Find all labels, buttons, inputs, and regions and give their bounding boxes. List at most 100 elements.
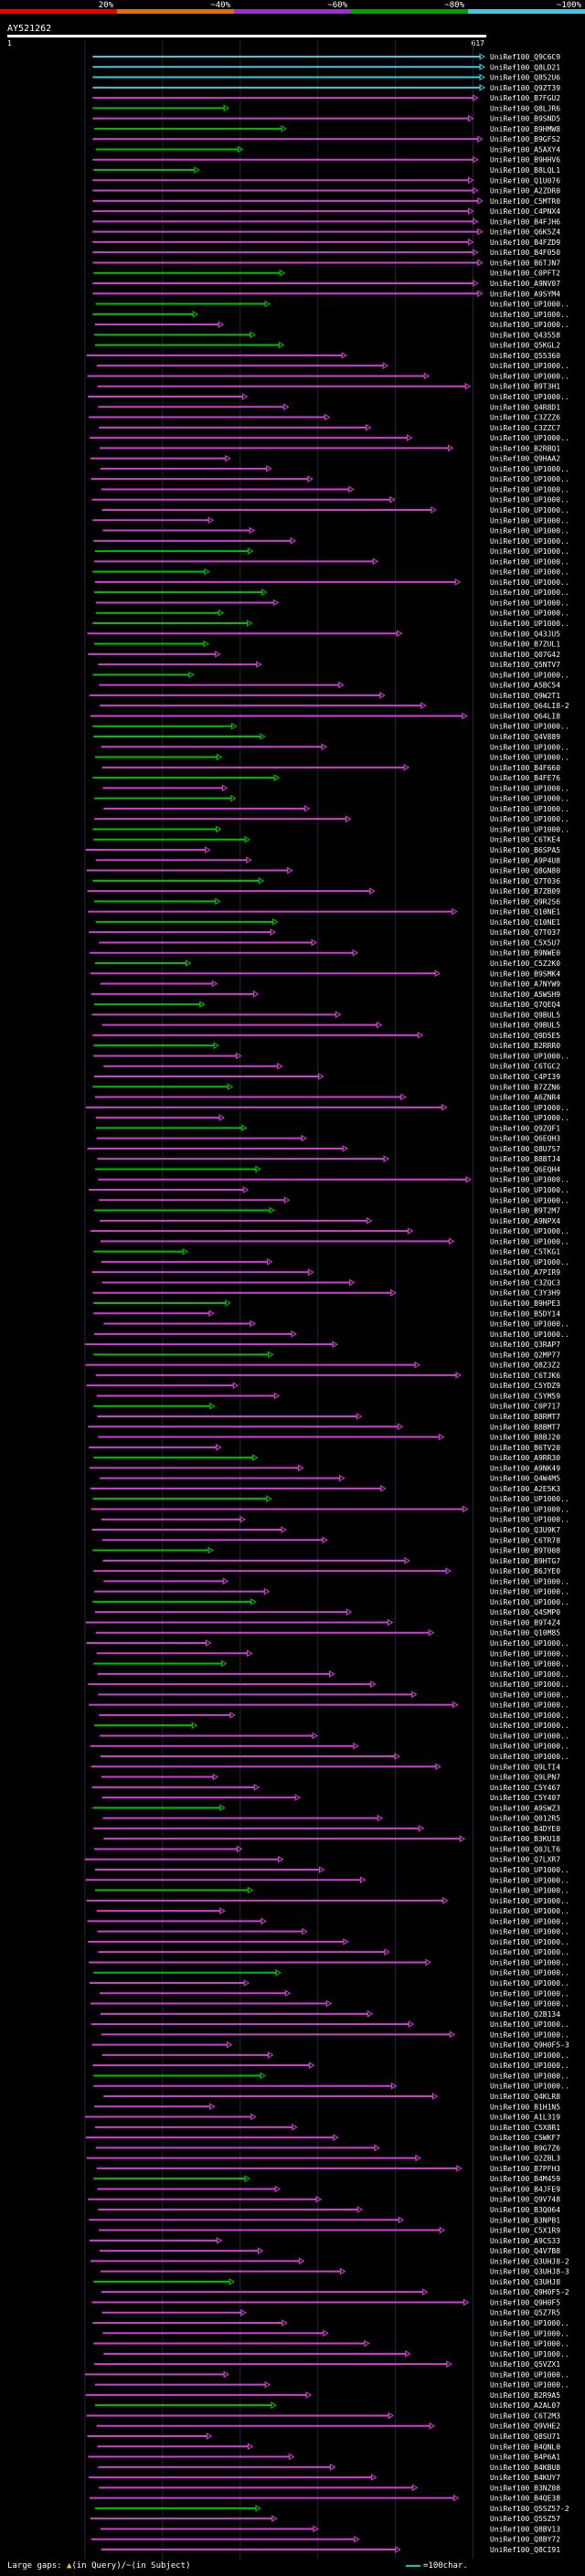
hit-label[interactable]: UniRef100_Q9R2S6	[490, 897, 560, 906]
hit-label[interactable]: UniRef100_A5WSH9	[490, 991, 560, 999]
hit-label[interactable]: UniRef100_B9T008	[490, 1547, 560, 1555]
hit-label[interactable]: UniRef100_C3Y3H9	[490, 1289, 560, 1298]
hit-label[interactable]: UniRef100_UP1000..	[490, 1649, 569, 1658]
hit-label[interactable]: UniRef100_B6TJN7	[490, 259, 560, 267]
hit-label[interactable]: UniRef100_UP1000..	[490, 2340, 569, 2348]
hit-label[interactable]: UniRef100_Q5SZ57	[490, 2515, 560, 2523]
hit-label[interactable]: UniRef100_B6TV20	[490, 1444, 560, 1452]
hit-label[interactable]: UniRef100_A9NV07	[490, 280, 560, 288]
hit-label[interactable]: UniRef100_UP1000..	[490, 1958, 569, 1966]
hit-label[interactable]: UniRef100_A7PIR9	[490, 1268, 560, 1277]
hit-label[interactable]: UniRef100_B3KU18	[490, 1835, 560, 1843]
hit-label[interactable]: UniRef100_UP1000..	[490, 2381, 569, 2390]
hit-label[interactable]: UniRef100_A2ZDR0	[490, 187, 560, 196]
hit-label[interactable]: UniRef100_UP1000..	[490, 1887, 569, 1895]
hit-label[interactable]: UniRef100_A9NK49	[490, 1464, 560, 1472]
hit-label[interactable]: UniRef100_B4P6A1	[490, 2454, 560, 2462]
hit-label[interactable]: UniRef100_B7FGU2	[490, 94, 560, 102]
hit-label[interactable]: UniRef100_Q07G42	[490, 651, 560, 659]
hit-label[interactable]: UniRef100_Q9LTI4	[490, 1763, 560, 1771]
hit-label[interactable]: UniRef100_C5Z2K0	[490, 959, 560, 968]
hit-label[interactable]: UniRef100_A5AXY4	[490, 145, 560, 154]
hit-label[interactable]: UniRef100_B4M459	[490, 2175, 560, 2183]
hit-label[interactable]: UniRef100_UP1000..	[490, 557, 569, 566]
hit-label[interactable]: UniRef100_Q2B134	[490, 2010, 560, 2019]
hit-label[interactable]: UniRef100_UP1000..	[490, 1330, 569, 1339]
hit-label[interactable]: UniRef100_UP1000..	[490, 1639, 569, 1648]
hit-label[interactable]: UniRef100_Q8BY72	[490, 2536, 560, 2544]
hit-label[interactable]: UniRef100_B9HMW8	[490, 125, 560, 133]
hit-label[interactable]: UniRef100_UP1000..	[490, 1176, 569, 1184]
hit-label[interactable]: UniRef100_C0PFT2	[490, 270, 560, 278]
hit-label[interactable]: UniRef100_A6ZNR4	[490, 1094, 560, 1102]
hit-label[interactable]: UniRef100_A2AL07	[490, 2401, 560, 2410]
hit-label[interactable]: UniRef100_B7ZZN6	[490, 1083, 560, 1091]
hit-label[interactable]: UniRef100_UP1000..	[490, 362, 569, 370]
hit-label[interactable]: UniRef100_B4FZD9	[490, 239, 560, 247]
hit-label[interactable]: UniRef100_Q6EQH4	[490, 1165, 560, 1173]
hit-label[interactable]: UniRef100_Q2MP77	[490, 1351, 560, 1359]
hit-label[interactable]: UniRef100_C3ZZC7	[490, 424, 560, 432]
hit-label[interactable]: UniRef100_UP1000..	[490, 516, 569, 525]
hit-label[interactable]: UniRef100_Q8BV13	[490, 2525, 560, 2533]
hit-label[interactable]: UniRef100_Q9BUL5	[490, 1011, 560, 1019]
hit-label[interactable]: UniRef100_C5WKF7	[490, 2134, 560, 2142]
hit-label[interactable]: UniRef100_UP1000..	[490, 1670, 569, 1679]
hit-label[interactable]: UniRef100_UP1000..	[490, 599, 569, 607]
hit-label[interactable]: UniRef100_Q7QEQ4	[490, 1001, 560, 1009]
hit-label[interactable]: UniRef100_C5YM59	[490, 1392, 560, 1400]
hit-label[interactable]: UniRef100_UP1000..	[490, 506, 569, 514]
hit-label[interactable]: UniRef100_C5X8R1	[490, 2124, 560, 2132]
hit-label[interactable]: UniRef100_B2RRR0	[490, 1042, 560, 1050]
hit-label[interactable]: UniRef100_B9GFS2	[490, 135, 560, 143]
hit-label[interactable]: UniRef100_B4F660	[490, 764, 560, 772]
hit-label[interactable]: UniRef100_C5YDZ9	[490, 1382, 560, 1390]
hit-label[interactable]: UniRef100_UP1000..	[490, 1948, 569, 1956]
hit-label[interactable]: UniRef100_UP1000..	[490, 1743, 569, 1751]
hit-label[interactable]: UniRef100_Q9ZT39	[490, 84, 560, 92]
hit-label[interactable]: UniRef100_B4DYE0	[490, 1825, 560, 1833]
hit-label[interactable]: UniRef100_Q9ZQF1	[490, 1124, 560, 1132]
hit-label[interactable]: UniRef100_UP1000..	[490, 1660, 569, 1669]
hit-label[interactable]: UniRef100_Q5VZX1	[490, 2360, 560, 2369]
hit-label[interactable]: UniRef100_C6TKE4	[490, 836, 560, 844]
hit-label[interactable]: UniRef100_B3Q064	[490, 2206, 560, 2214]
hit-label[interactable]: UniRef100_A9CS33	[490, 2237, 560, 2245]
hit-label[interactable]: UniRef100_A9NPX4	[490, 1217, 560, 1225]
hit-label[interactable]: UniRef100_UP1000..	[490, 578, 569, 587]
hit-label[interactable]: UniRef100_UP1000..	[490, 568, 569, 577]
hit-label[interactable]: UniRef100_Q6EQH3	[490, 1135, 560, 1143]
hit-label[interactable]: UniRef100_UP1000..	[490, 1505, 569, 1513]
hit-label[interactable]: UniRef100_C4PI39	[490, 1073, 560, 1081]
hit-label[interactable]: UniRef100_Q4R8D1	[490, 403, 560, 411]
hit-label[interactable]: UniRef100_UP1000..	[490, 743, 569, 751]
hit-label[interactable]: UniRef100_Q5NTV7	[490, 661, 560, 669]
hit-label[interactable]: UniRef100_UP1000..	[490, 1495, 569, 1503]
hit-label[interactable]: UniRef100_B8LQL1	[490, 166, 560, 175]
hit-label[interactable]: UniRef100_Q10M85	[490, 1629, 560, 1638]
hit-label[interactable]: UniRef100_UP1000..	[490, 1258, 569, 1267]
hit-label[interactable]: UniRef100_UP1000..	[490, 1186, 569, 1194]
hit-label[interactable]: UniRef100_Q9HAA2	[490, 455, 560, 463]
hit-label[interactable]: UniRef100_C6T2M3	[490, 2412, 560, 2420]
hit-label[interactable]: UniRef100_UP1000..	[490, 321, 569, 329]
hit-label[interactable]: UniRef100_Q64LI8-2	[490, 702, 569, 710]
hit-label[interactable]: UniRef100_UP1000..	[490, 1722, 569, 1730]
hit-label[interactable]: UniRef100_UP1000..	[490, 496, 569, 504]
hit-label[interactable]: UniRef100_Q5Z7R5	[490, 2309, 560, 2317]
hit-label[interactable]: UniRef100_UP1000..	[490, 393, 569, 401]
hit-label[interactable]: UniRef100_C5X5U7	[490, 938, 560, 947]
hit-label[interactable]: UniRef100_UP1000..	[490, 1979, 569, 1988]
hit-label[interactable]: UniRef100_UP1000..	[490, 1052, 569, 1060]
hit-label[interactable]: UniRef100_A1L319	[490, 2114, 560, 2122]
hit-label[interactable]: UniRef100_Q9VHE2	[490, 2422, 560, 2431]
hit-label[interactable]: UniRef100_UP1000..	[490, 311, 569, 319]
hit-label[interactable]: UniRef100_UP1000..	[490, 1598, 569, 1606]
hit-label[interactable]: UniRef100_Q43558	[490, 331, 560, 339]
hit-label[interactable]: UniRef100_UP1000..	[490, 2083, 569, 2091]
hit-label[interactable]: UniRef100_UP1000..	[490, 1680, 569, 1689]
hit-label[interactable]: UniRef100_Q8LD21	[490, 63, 560, 71]
hit-label[interactable]: UniRef100_B5DY14	[490, 1309, 560, 1318]
hit-label[interactable]: UniRef100_UP1000..	[490, 2329, 569, 2337]
hit-label[interactable]: UniRef100_Q4W4M5	[490, 1475, 560, 1483]
